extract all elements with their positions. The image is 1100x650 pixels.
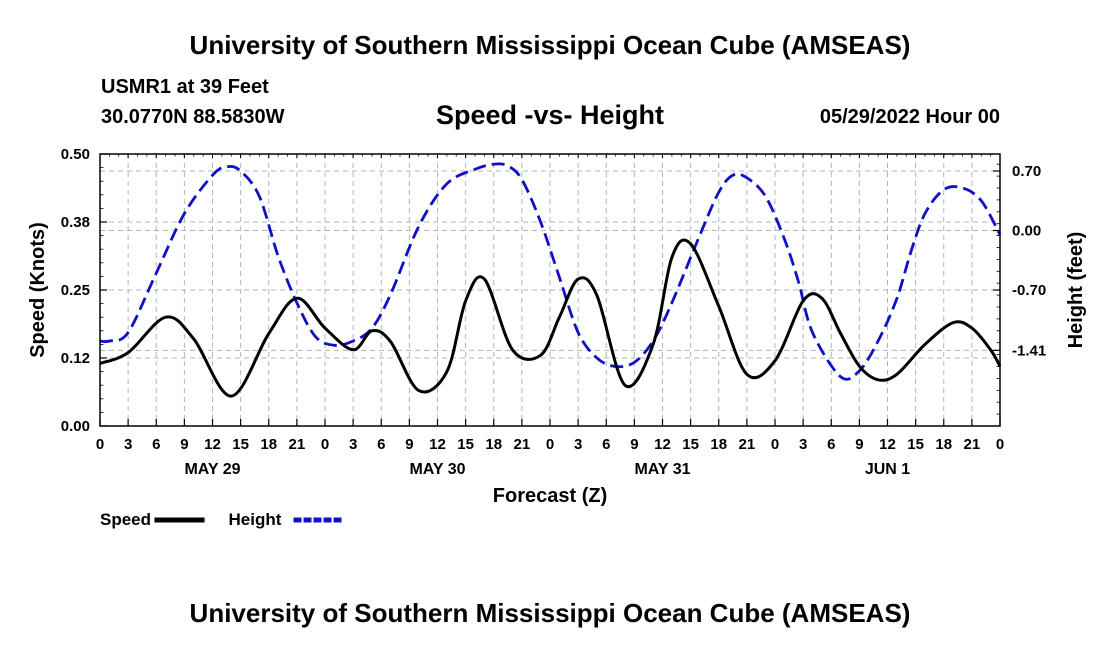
day-label: MAY 31 (634, 461, 690, 478)
y-left-tick-label: 0.25 (61, 282, 90, 299)
day-label: MAY 29 (184, 461, 240, 478)
x-tick-label: 6 (152, 436, 160, 453)
x-tick-label: 15 (907, 436, 924, 453)
x-tick-label: 0 (321, 436, 329, 453)
y-right-tick-label: 0.00 (1012, 223, 1041, 240)
y-right-tick-label: -0.70 (1012, 282, 1046, 299)
x-tick-label: 6 (827, 436, 835, 453)
x-tick-label: 15 (682, 436, 699, 453)
x-tick-label: 0 (996, 436, 1004, 453)
x-tick-label: 6 (377, 436, 385, 453)
day-label: MAY 30 (409, 461, 465, 478)
legend: Speed Height (100, 510, 344, 529)
x-tick-label: 0 (771, 436, 779, 453)
x-tick-label: 21 (739, 436, 756, 453)
x-tick-label: 0 (546, 436, 554, 453)
y-left-tick-label: 0.50 (61, 146, 90, 163)
x-tick-label: 21 (514, 436, 531, 453)
series-layer (99, 162, 1002, 398)
x-tick-label: 3 (124, 436, 132, 453)
x-tick-label: 15 (457, 436, 474, 453)
x-tick-label: 3 (574, 436, 582, 453)
forecast-datetime: 05/29/2022 Hour 00 (819, 106, 1000, 128)
y-left-tick-label: 0.38 (61, 214, 90, 231)
y-left-tick-label: 0.12 (61, 350, 90, 367)
y-right-tick-label: 0.70 (1012, 163, 1041, 180)
y-left-tick-label: 0.00 (61, 418, 90, 435)
grid (100, 154, 1000, 426)
main-title-repeat: University of Southern Mississippi Ocean… (189, 598, 911, 628)
x-tick-label: 18 (710, 436, 727, 453)
x-tick-label: 18 (935, 436, 952, 453)
series-line-speed (99, 238, 1002, 398)
x-tick-label: 9 (405, 436, 413, 453)
y-right-tick-label: -1.41 (1012, 342, 1046, 359)
x-tick-label: 9 (630, 436, 638, 453)
station-label: USMR1 at 39 Feet (101, 76, 269, 98)
y-axis-right-label: Height (feet) (1065, 232, 1087, 349)
legend-label-speed: Speed (100, 510, 151, 529)
x-tick-label: 12 (654, 436, 671, 453)
x-tick-label: 21 (964, 436, 981, 453)
x-tick-label: 0 (96, 436, 104, 453)
x-axis-label: Forecast (Z) (493, 485, 607, 507)
speed-height-chart: 0 3 6 9 12 15 18 21 0 3 6 9 12 15 18 21 0 3 6 9 12 15 18 21 0 3 6 9… (27, 146, 1087, 529)
coordinates-label: 30.0770N 88.5830W (101, 106, 285, 128)
ticks: 0 3 6 9 12 15 18 21 0 3 6 9 12 15 18 21 0 3 6 9 12 15 18 21 0 3 6 9… (61, 146, 1046, 478)
main-title: University of Southern Mississippi Ocean… (189, 30, 911, 60)
chart-title: Speed -vs- Height (435, 100, 665, 130)
x-tick-label: 3 (799, 436, 807, 453)
x-tick-label: 18 (260, 436, 277, 453)
x-tick-label: 9 (855, 436, 863, 453)
x-tick-label: 6 (602, 436, 610, 453)
day-label: JUN 1 (865, 461, 910, 478)
x-tick-label: 12 (879, 436, 896, 453)
x-tick-label: 12 (204, 436, 221, 453)
x-tick-label: 15 (232, 436, 249, 453)
y-axis-left-label: Speed (Knots) (27, 222, 49, 358)
x-tick-label: 18 (485, 436, 502, 453)
legend-label-height: Height (229, 510, 282, 529)
x-tick-label: 9 (180, 436, 188, 453)
x-tick-label: 21 (289, 436, 306, 453)
x-tick-label: 3 (349, 436, 357, 453)
x-tick-label: 12 (429, 436, 446, 453)
